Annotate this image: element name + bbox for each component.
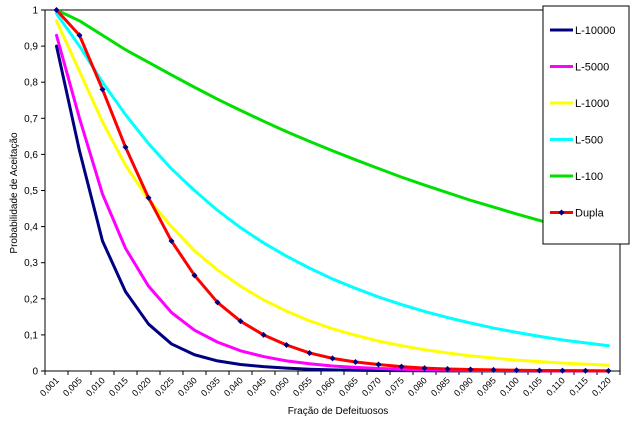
data-point-marker — [490, 366, 497, 373]
data-point-marker — [375, 361, 382, 368]
data-point-marker — [145, 194, 152, 201]
y-tick-label: 0,7 — [24, 114, 38, 125]
data-point-marker — [329, 355, 336, 362]
data-point-marker — [421, 365, 428, 372]
legend-label: L-100 — [575, 171, 603, 183]
y-tick-label: 0,3 — [24, 258, 38, 269]
data-point-marker — [122, 144, 129, 151]
series-layer — [53, 7, 612, 374]
series-line — [55, 12, 610, 348]
data-point-marker — [582, 367, 589, 374]
data-point-marker — [237, 318, 244, 325]
data-point-marker — [444, 366, 451, 373]
y-tick-label: 0,2 — [24, 294, 38, 305]
legend-label: L-1000 — [575, 98, 609, 110]
data-point-marker — [352, 358, 359, 365]
data-point-marker — [283, 342, 290, 349]
y-tick-label: 0,6 — [24, 150, 38, 161]
data-point-marker — [559, 367, 566, 374]
data-point-marker — [260, 331, 267, 338]
data-point-marker — [99, 86, 106, 93]
data-point-marker — [214, 299, 221, 306]
data-point-marker — [306, 349, 313, 356]
y-tick-label: 0,8 — [24, 78, 38, 89]
y-tick-label: 0 — [32, 367, 38, 378]
data-point-marker — [76, 32, 83, 39]
y-tick-label: 1 — [32, 6, 38, 17]
x-axis-title: Fração de Defeituosos — [288, 406, 389, 417]
y-axis-title: Probabilidade de Aceitação — [9, 132, 20, 254]
data-point-marker — [467, 366, 474, 373]
data-point-marker — [398, 363, 405, 370]
y-tick-label: 0,5 — [24, 186, 38, 197]
legend: L-10000 L-5000 L-1000 L-500 L-100 Dupla — [542, 5, 630, 245]
y-tick-label: 0,4 — [24, 222, 38, 233]
data-point-marker — [605, 367, 612, 374]
legend-label: Dupla — [575, 208, 605, 220]
series-line — [55, 8, 610, 241]
data-point-marker — [513, 367, 520, 374]
legend-label: L-10000 — [575, 25, 615, 37]
y-tick-label: 0,9 — [24, 42, 38, 53]
legend-marker — [558, 209, 565, 216]
data-point-marker — [168, 238, 175, 245]
data-point-marker — [53, 7, 60, 13]
legend-box — [542, 5, 630, 245]
data-point-marker — [191, 272, 198, 279]
legend-label: L-5000 — [575, 62, 609, 74]
y-tick-label: 0,1 — [24, 330, 38, 341]
data-point-marker — [536, 367, 543, 374]
legend-label: L-500 — [575, 135, 603, 147]
